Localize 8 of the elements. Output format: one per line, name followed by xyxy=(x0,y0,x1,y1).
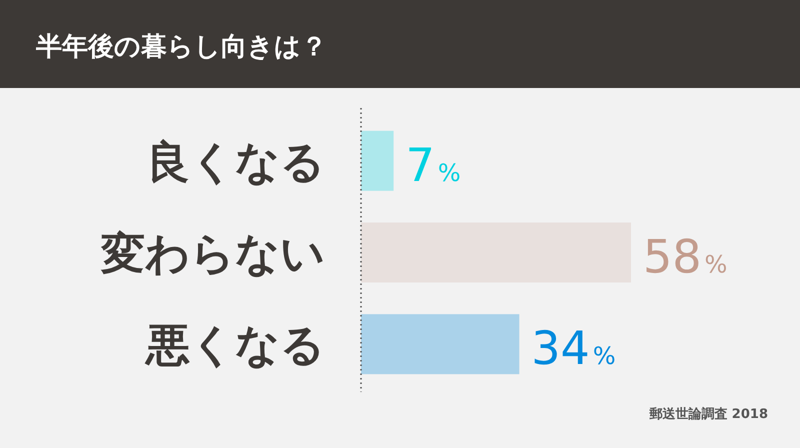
y-tick-label: 良くなる xyxy=(146,136,325,188)
data-label: 7% xyxy=(406,138,461,192)
data-label: 58% xyxy=(643,230,728,284)
data-label: 34% xyxy=(531,321,616,376)
y-tick-label: 悪くなる xyxy=(144,320,325,372)
y-tick-label: 変わらない xyxy=(100,228,325,280)
chart-title: 半年後の暮らし向きは？ xyxy=(35,32,327,62)
text: 郵送世論調査 2018 xyxy=(648,406,768,422)
